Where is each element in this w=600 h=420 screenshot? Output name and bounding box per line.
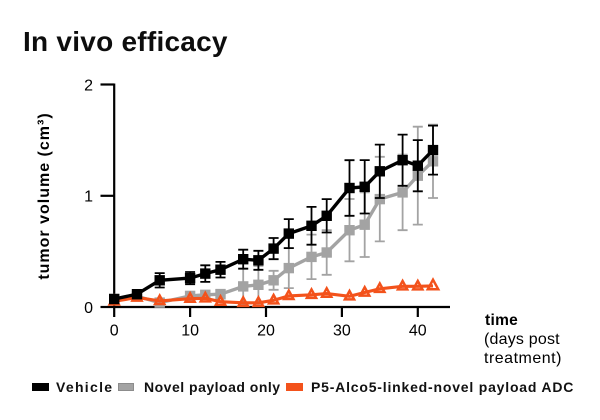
svg-text:0: 0 <box>84 300 93 317</box>
svg-text:tumor volume (cm³): tumor volume (cm³) <box>36 112 53 279</box>
svg-text:1: 1 <box>84 189 93 206</box>
svg-text:40: 40 <box>409 323 427 340</box>
svg-text:0: 0 <box>110 323 119 340</box>
svg-text:(days post: (days post <box>484 331 560 348</box>
svg-text:10: 10 <box>181 323 199 340</box>
svg-text:20: 20 <box>257 323 275 340</box>
svg-text:treatment): treatment) <box>484 350 562 367</box>
svg-text:time: time <box>485 312 518 329</box>
svg-text:2: 2 <box>84 77 93 94</box>
svg-text:30: 30 <box>333 323 351 340</box>
